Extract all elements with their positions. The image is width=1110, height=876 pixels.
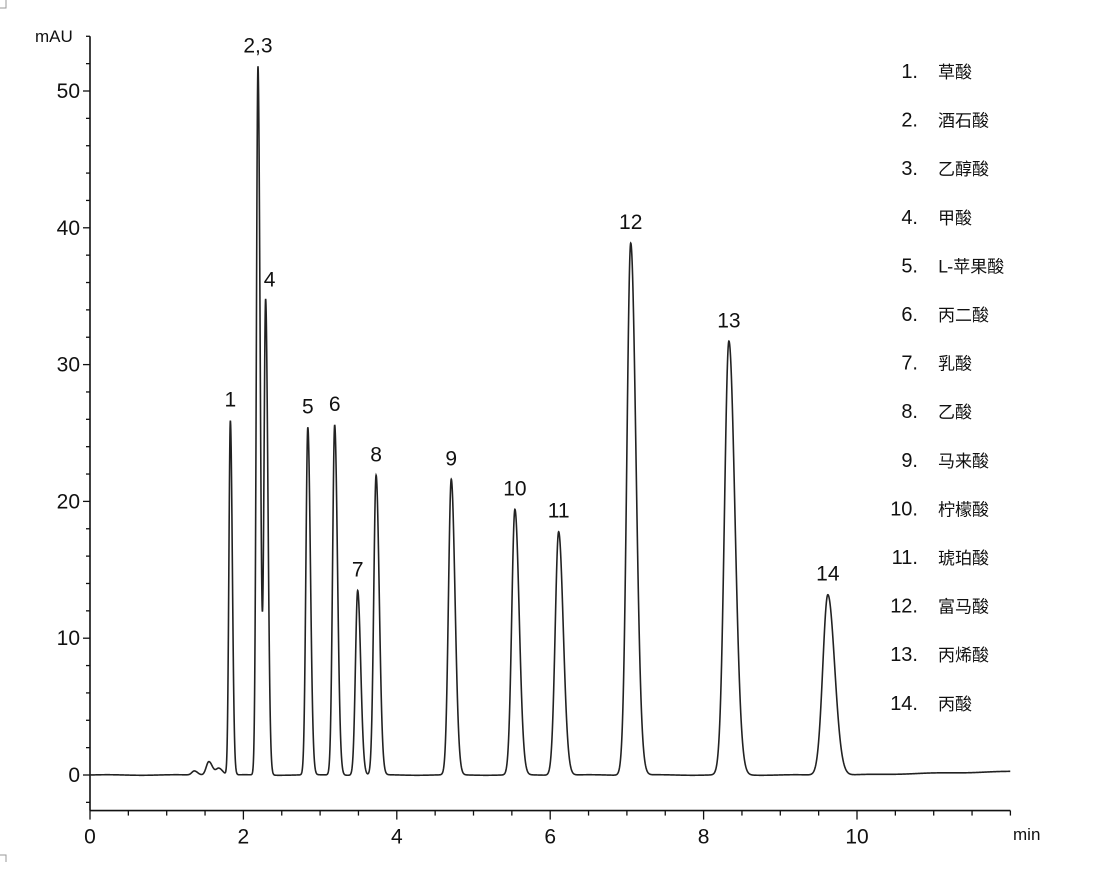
legend-item: 14. 丙酸: [890, 693, 972, 715]
legend-number: 11.: [892, 547, 918, 569]
x-tick-label: 6: [544, 826, 556, 849]
x-axis-label: min: [1013, 825, 1040, 844]
peak-label: 11: [548, 499, 570, 522]
legend-number: 1.: [901, 61, 918, 83]
peak-label: 9: [445, 448, 457, 471]
legend-item: 6. 丙二酸: [901, 304, 989, 326]
x-tick-label: 4: [391, 826, 403, 849]
legend-number: 7.: [901, 353, 918, 375]
legend-compound-name: 乳酸: [938, 355, 972, 375]
legend-compound-name: 富马酸: [938, 598, 989, 618]
legend-item: 12. 富马酸: [890, 596, 989, 618]
legend-compound-name: L-苹果酸: [938, 257, 1004, 277]
y-tick-label: 10: [57, 627, 80, 650]
legend-number: 2.: [901, 110, 918, 132]
peak-label: 1: [225, 389, 237, 412]
legend-number: 14.: [890, 693, 918, 715]
legend-compound-name: 琥珀酸: [938, 549, 989, 569]
peak-label: 14: [816, 562, 840, 585]
x-tick-label: 10: [845, 826, 868, 849]
legend-item: 2. 酒石酸: [901, 110, 989, 132]
y-tick-label: 20: [57, 490, 80, 513]
corner-mark-top-left: [0, 0, 7, 9]
legend-compound-name: 丙烯酸: [938, 646, 989, 666]
y-tick-label: 50: [57, 80, 80, 103]
legend-number: 13.: [890, 644, 918, 666]
legend-compound-name: 乙醇酸: [938, 160, 989, 180]
legend-item: 1. 草酸: [901, 61, 972, 83]
y-axis-label: mAU: [35, 27, 73, 46]
corner-mark-bottom-left: [0, 854, 7, 862]
legend-item: 3. 乙醇酸: [901, 158, 989, 180]
y-tick-label: 30: [57, 354, 80, 377]
legend-number: 6.: [901, 304, 918, 326]
peak-label: 4: [264, 268, 276, 291]
legend-item: 13. 丙烯酸: [890, 644, 989, 666]
legend-number: 9.: [901, 450, 918, 472]
peak-labels: 1 2,3 4 5 6 7 8 9 10 11 12 13 14: [225, 34, 840, 585]
legend-number: 4.: [901, 207, 918, 229]
legend-compound-name: 柠檬酸: [938, 500, 989, 520]
peak-label: 5: [302, 396, 314, 419]
peak-label: 13: [717, 309, 740, 332]
peak-label: 6: [329, 393, 341, 416]
chromatogram-trace: [90, 66, 1011, 777]
legend-number: 12.: [890, 596, 918, 618]
legend-item: 5. L-苹果酸: [901, 255, 1004, 277]
peak-label: 8: [370, 443, 382, 466]
legend-compound-name: 马来酸: [938, 452, 989, 472]
legend-compound-name: 甲酸: [938, 209, 972, 229]
legend-item: 4. 甲酸: [901, 207, 972, 229]
legend-item: 8. 乙酸: [901, 401, 972, 423]
x-tick-label: 0: [84, 826, 96, 849]
legend-item: 7. 乳酸: [901, 353, 972, 375]
legend-compound-name: 酒石酸: [938, 112, 989, 132]
peak-label: 12: [619, 211, 642, 234]
legend-item: 11. 琥珀酸: [892, 547, 989, 569]
y-tick-label: 40: [57, 217, 80, 240]
legend-number: 3.: [901, 158, 918, 180]
axes: 0 10 20 30 40 50 0 2 4 6 8 10: [57, 35, 1012, 849]
x-tick-label: 8: [698, 826, 710, 849]
legend-number: 5.: [901, 255, 918, 277]
y-tick-label: 0: [68, 764, 80, 787]
legend-compound-name: 丙二酸: [938, 306, 989, 326]
legend-compound-name: 草酸: [938, 63, 972, 83]
legend-item: 9. 马来酸: [901, 450, 989, 472]
x-tick-label: 2: [238, 826, 250, 849]
legend-item: 10. 柠檬酸: [890, 498, 989, 520]
legend-compound-name: 丙酸: [938, 695, 972, 715]
legend-number: 10.: [890, 498, 918, 520]
peak-label: 2,3: [243, 34, 272, 57]
legend-number: 8.: [901, 401, 918, 423]
legend-compound-name: 乙酸: [938, 403, 972, 423]
peak-label: 7: [352, 558, 364, 581]
peak-label: 10: [503, 478, 526, 501]
legend: 1. 草酸 2. 酒石酸 3. 乙醇酸 4. 甲酸 5. L-苹果酸 6. 丙二酸 7. 乳酸 8. 乙酸 9.…: [890, 61, 1004, 715]
